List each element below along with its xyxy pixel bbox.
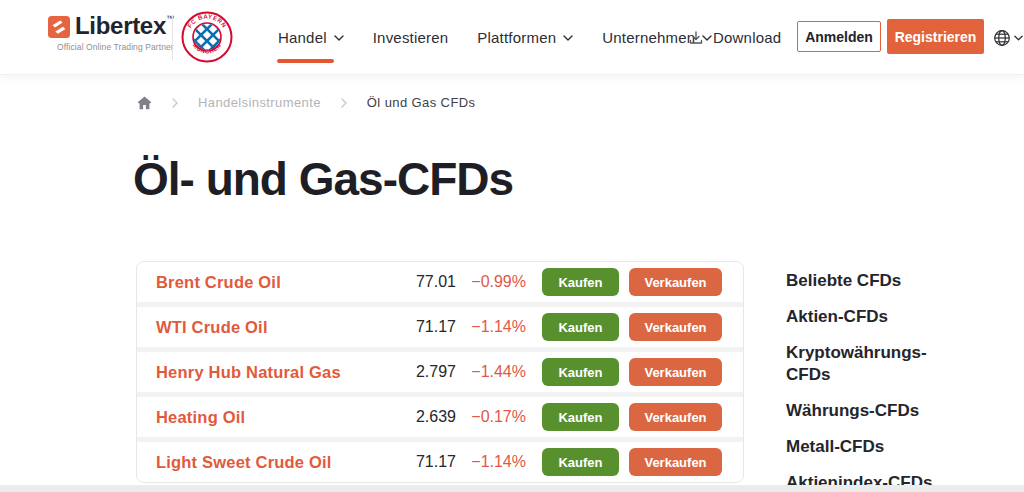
download-link[interactable]: Download <box>688 0 781 75</box>
home-icon[interactable] <box>137 96 152 110</box>
globe-icon <box>993 29 1011 47</box>
header: Libertex™ Official Online Trading Partne… <box>0 0 1024 75</box>
libertex-logo[interactable]: Libertex™ Official Online Trading Partne… <box>48 13 174 52</box>
sidebar-item-beliebte-cfds[interactable]: Beliebte CFDs <box>786 270 954 292</box>
nav-item-investieren[interactable]: Investieren <box>373 29 449 46</box>
cfd-category-nav: Beliebte CFDs Aktien-CFDs Kryptowährungs… <box>786 270 954 492</box>
header-divider <box>172 15 173 60</box>
instrument-price: 71.17 <box>368 318 456 336</box>
brand-name: Libertex™ <box>75 13 174 39</box>
instrument-link[interactable]: Heating Oil <box>156 408 368 427</box>
register-button[interactable]: Registrieren <box>887 19 984 54</box>
instrument-change: −1.44% <box>456 363 526 381</box>
buy-button[interactable]: Kaufen <box>542 403 619 431</box>
chevron-right-icon <box>172 98 178 108</box>
table-row: Heating Oil 2.639 −0.17% Kaufen Verkaufe… <box>137 397 743 437</box>
sidebar-item-aktien-cfds[interactable]: Aktien-CFDs <box>786 306 954 328</box>
main-nav: Handel Investieren Plattformen Unternehm… <box>278 0 712 75</box>
nav-item-label: Investieren <box>373 29 449 46</box>
breadcrumb: Handelsinstrumente Öl und Gas CFDs <box>137 95 475 110</box>
nav-item-plattformen[interactable]: Plattformen <box>477 29 573 46</box>
nav-item-handel[interactable]: Handel <box>278 29 344 46</box>
chevron-down-icon <box>1014 35 1023 41</box>
download-label: Download <box>713 29 781 46</box>
instrument-link[interactable]: Light Sweet Crude Oil <box>156 453 368 472</box>
table-row: Henry Hub Natural Gas 2.797 −1.44% Kaufe… <box>137 352 743 392</box>
breadcrumb-item-current: Öl und Gas CFDs <box>367 95 476 110</box>
page-title: Öl- und Gas-CFDs <box>133 152 513 206</box>
fc-bayern-crest: FC BAYERN MÜNCHEN <box>181 11 233 63</box>
chevron-down-icon <box>563 35 573 41</box>
chevron-right-icon <box>341 98 347 108</box>
page: Libertex™ Official Online Trading Partne… <box>0 0 1024 492</box>
sidebar-item-kryptowaehrungs-cfds[interactable]: Kryptowährungs-CFDs <box>786 342 954 386</box>
sell-button[interactable]: Verkaufen <box>629 358 722 386</box>
sell-button[interactable]: Verkaufen <box>629 448 722 476</box>
table-row: Light Sweet Crude Oil 71.17 −1.14% Kaufe… <box>137 442 743 482</box>
instrument-price: 2.639 <box>368 408 456 426</box>
instrument-price: 2.797 <box>368 363 456 381</box>
buy-button[interactable]: Kaufen <box>542 268 619 296</box>
table-row: Brent Crude Oil 77.01 −0.99% Kaufen Verk… <box>137 262 743 302</box>
breadcrumb-item-handelsinstrumente[interactable]: Handelsinstrumente <box>198 95 321 110</box>
next-section-edge <box>0 485 1024 492</box>
instrument-link[interactable]: WTI Crude Oil <box>156 318 368 337</box>
buy-button[interactable]: Kaufen <box>542 358 619 386</box>
libertex-logo-icon <box>48 16 70 38</box>
instrument-change: −1.14% <box>456 453 526 471</box>
sell-button[interactable]: Verkaufen <box>629 268 722 296</box>
sidebar-item-waehrungs-cfds[interactable]: Währungs-CFDs <box>786 400 954 422</box>
nav-item-label: Handel <box>278 29 327 46</box>
instruments-table: Brent Crude Oil 77.01 −0.99% Kaufen Verk… <box>136 261 744 483</box>
nav-item-label: Plattformen <box>477 29 556 46</box>
instrument-change: −0.17% <box>456 408 526 426</box>
sell-button[interactable]: Verkaufen <box>629 313 722 341</box>
nav-item-label: Unternehmen <box>602 29 695 46</box>
sidebar-item-metall-cfds[interactable]: Metall-CFDs <box>786 436 954 458</box>
active-nav-underline <box>277 59 334 63</box>
language-selector[interactable] <box>993 0 1023 75</box>
chevron-down-icon <box>334 35 344 41</box>
table-row: WTI Crude Oil 71.17 −1.14% Kaufen Verkau… <box>137 307 743 347</box>
buy-button[interactable]: Kaufen <box>542 313 619 341</box>
instrument-link[interactable]: Henry Hub Natural Gas <box>156 363 368 382</box>
instrument-link[interactable]: Brent Crude Oil <box>156 273 368 292</box>
instrument-change: −0.99% <box>456 273 526 291</box>
instrument-change: −1.14% <box>456 318 526 336</box>
instrument-price: 71.17 <box>368 453 456 471</box>
buy-button[interactable]: Kaufen <box>542 448 619 476</box>
download-icon <box>688 30 704 46</box>
sell-button[interactable]: Verkaufen <box>629 403 722 431</box>
brand-tagline: Official Online Trading Partner <box>57 42 174 52</box>
instrument-price: 77.01 <box>368 273 456 291</box>
login-button[interactable]: Anmelden <box>797 21 881 52</box>
